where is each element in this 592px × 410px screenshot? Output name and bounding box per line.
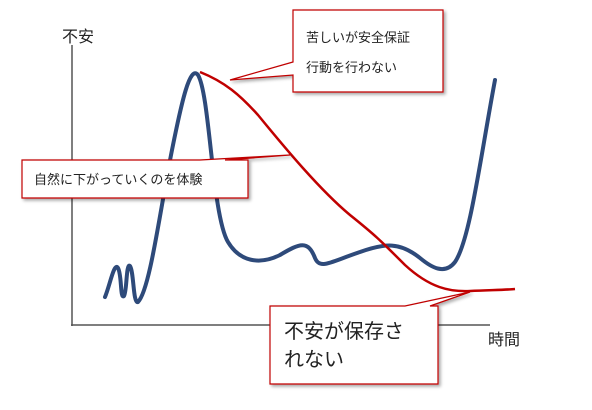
callout-text: 行動を行わない	[306, 61, 397, 76]
callout-text: れない	[284, 347, 344, 371]
callout-box	[21, 154, 291, 199]
callout-box	[269, 291, 471, 385]
callout-text: 苦しいが安全保証	[306, 30, 410, 46]
callout-box	[229, 9, 444, 93]
callout-text: 自然に下がっていくのを体験	[34, 172, 202, 188]
x-axis-label: 時間	[488, 330, 520, 349]
safety-curve	[199, 70, 516, 293]
y-axis-label: 不安	[62, 27, 94, 46]
callout-text: 不安が保存さ	[284, 319, 404, 343]
